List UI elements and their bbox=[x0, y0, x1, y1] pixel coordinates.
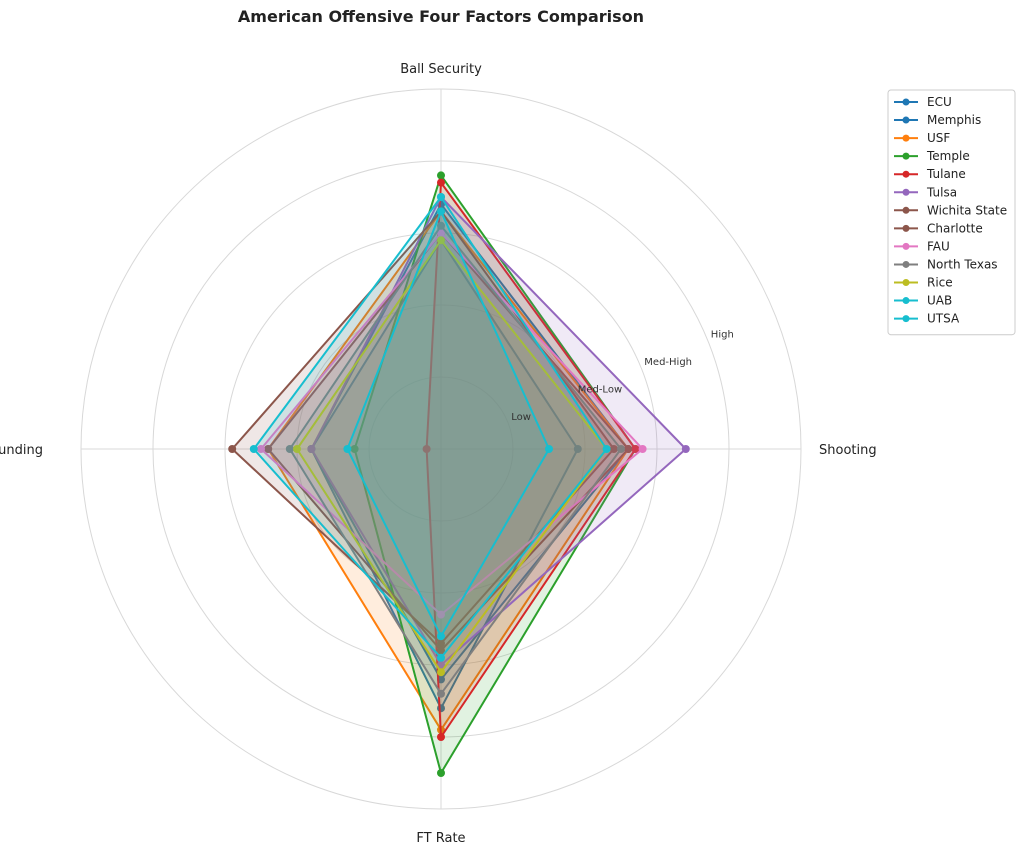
legend-label: FAU bbox=[927, 239, 950, 253]
legend-label: Charlotte bbox=[927, 221, 983, 235]
data-point-ft-rate bbox=[437, 689, 445, 698]
legend-marker bbox=[902, 260, 910, 268]
legend-label: Rice bbox=[927, 276, 953, 290]
legend-marker bbox=[902, 279, 910, 286]
data-point-off-rebounding bbox=[343, 445, 352, 453]
data-point-ft-rate bbox=[437, 769, 445, 777]
legend-label: UAB bbox=[927, 294, 952, 308]
legend-marker bbox=[902, 116, 910, 124]
series-tulsa bbox=[307, 193, 690, 669]
legend-marker bbox=[902, 315, 910, 323]
legend-marker bbox=[902, 224, 910, 232]
axis-label-ball-security: Ball Security bbox=[400, 62, 482, 77]
legend-item: Wichita State bbox=[894, 203, 1007, 217]
data-point-shooting bbox=[573, 445, 582, 453]
data-point-ball-security bbox=[437, 171, 445, 180]
legend-label: Tulane bbox=[926, 167, 966, 181]
data-point-shooting bbox=[631, 445, 640, 453]
legend-label: ECU bbox=[927, 95, 952, 109]
legend: ECU Memphis USF Temple Tulane Tulsa Wichita St… bbox=[887, 89, 1016, 336]
legend-label: UTSA bbox=[927, 312, 960, 326]
data-point-shooting bbox=[545, 445, 553, 453]
ring-label: Low bbox=[511, 412, 531, 423]
legend-marker bbox=[902, 188, 910, 196]
data-point-ft-rate bbox=[437, 668, 445, 677]
legend-item: Charlotte bbox=[894, 221, 983, 235]
ring-label: Med-High bbox=[644, 357, 692, 368]
data-point-off-rebounding bbox=[228, 445, 237, 453]
series-rice bbox=[293, 236, 611, 677]
data-point-ball-security bbox=[437, 178, 445, 187]
data-point-off-rebounding bbox=[257, 445, 265, 453]
data-point-ft-rate bbox=[437, 632, 445, 641]
data-point-off-rebounding bbox=[293, 445, 301, 453]
legend-label: Memphis bbox=[927, 113, 981, 127]
legend-label: USF bbox=[927, 131, 950, 145]
data-point-ball-security bbox=[437, 221, 445, 230]
data-point-off-rebounding bbox=[249, 445, 258, 453]
data-point-ft-rate bbox=[437, 661, 445, 669]
data-point-shooting bbox=[681, 445, 690, 453]
legend-box bbox=[887, 89, 1016, 336]
series-layer bbox=[228, 171, 690, 777]
legend-label: Temple bbox=[926, 149, 970, 163]
legend-item: USF bbox=[894, 131, 950, 145]
data-point-ft-rate bbox=[437, 733, 445, 741]
axis-label-off-rebounding: Off Rebounding bbox=[0, 443, 43, 458]
series-tulane bbox=[422, 178, 640, 741]
legend-item: Memphis bbox=[894, 113, 981, 127]
series-utsa bbox=[343, 207, 553, 641]
axis-label-shooting: Shooting bbox=[819, 443, 877, 458]
legend-marker bbox=[902, 98, 910, 106]
legend-label: Tulsa bbox=[926, 185, 957, 199]
data-point-off-rebounding bbox=[350, 445, 359, 453]
legend-item: FAU bbox=[894, 239, 950, 253]
ring-label: High bbox=[711, 329, 734, 340]
legend-marker bbox=[902, 242, 910, 250]
data-point-shooting bbox=[638, 445, 647, 453]
series-fau bbox=[257, 229, 647, 619]
legend-label: North Texas bbox=[927, 257, 998, 271]
legend-marker bbox=[902, 297, 910, 305]
legend-item: ECU bbox=[894, 95, 952, 109]
data-point-off-rebounding bbox=[307, 445, 316, 453]
data-point-off-rebounding bbox=[264, 445, 273, 453]
data-point-ft-rate bbox=[437, 610, 445, 619]
legend-item: Tulane bbox=[894, 167, 966, 181]
legend-item: Rice bbox=[894, 276, 953, 290]
legend-label: Wichita State bbox=[927, 203, 1007, 217]
legend-item: North Texas bbox=[894, 257, 998, 271]
data-point-shooting bbox=[609, 445, 618, 453]
ring-label: Med-Low bbox=[578, 384, 622, 395]
legend-marker bbox=[902, 206, 910, 214]
axis-label-ft-rate: FT Rate bbox=[416, 831, 465, 845]
series-uab bbox=[249, 193, 611, 662]
axis-labels: Low Med-Low Med-High High Shooting Ball Secur… bbox=[0, 62, 877, 845]
legend-item: Tulsa bbox=[894, 185, 957, 199]
series-north-texas bbox=[285, 221, 625, 698]
chart-title: American Offensive Four Factors Comparis… bbox=[238, 7, 644, 26]
legend-item: Temple bbox=[894, 149, 970, 163]
legend-item: UAB bbox=[894, 294, 952, 308]
data-point-ft-rate bbox=[437, 639, 445, 648]
data-point-ball-security bbox=[437, 236, 445, 245]
data-point-off-rebounding bbox=[285, 445, 294, 453]
data-point-off-rebounding bbox=[422, 445, 431, 453]
legend-marker bbox=[902, 152, 910, 160]
data-point-shooting bbox=[602, 445, 611, 453]
data-point-ball-security bbox=[437, 229, 445, 237]
data-point-shooting bbox=[624, 445, 633, 453]
data-point-shooting bbox=[617, 445, 625, 453]
data-point-ft-rate bbox=[437, 653, 445, 662]
legend-item: UTSA bbox=[894, 312, 960, 326]
data-point-ball-security bbox=[437, 207, 445, 216]
legend-marker bbox=[902, 134, 910, 142]
data-point-ball-security bbox=[437, 193, 445, 201]
data-point-ft-rate bbox=[437, 646, 445, 655]
legend-marker bbox=[902, 170, 910, 178]
